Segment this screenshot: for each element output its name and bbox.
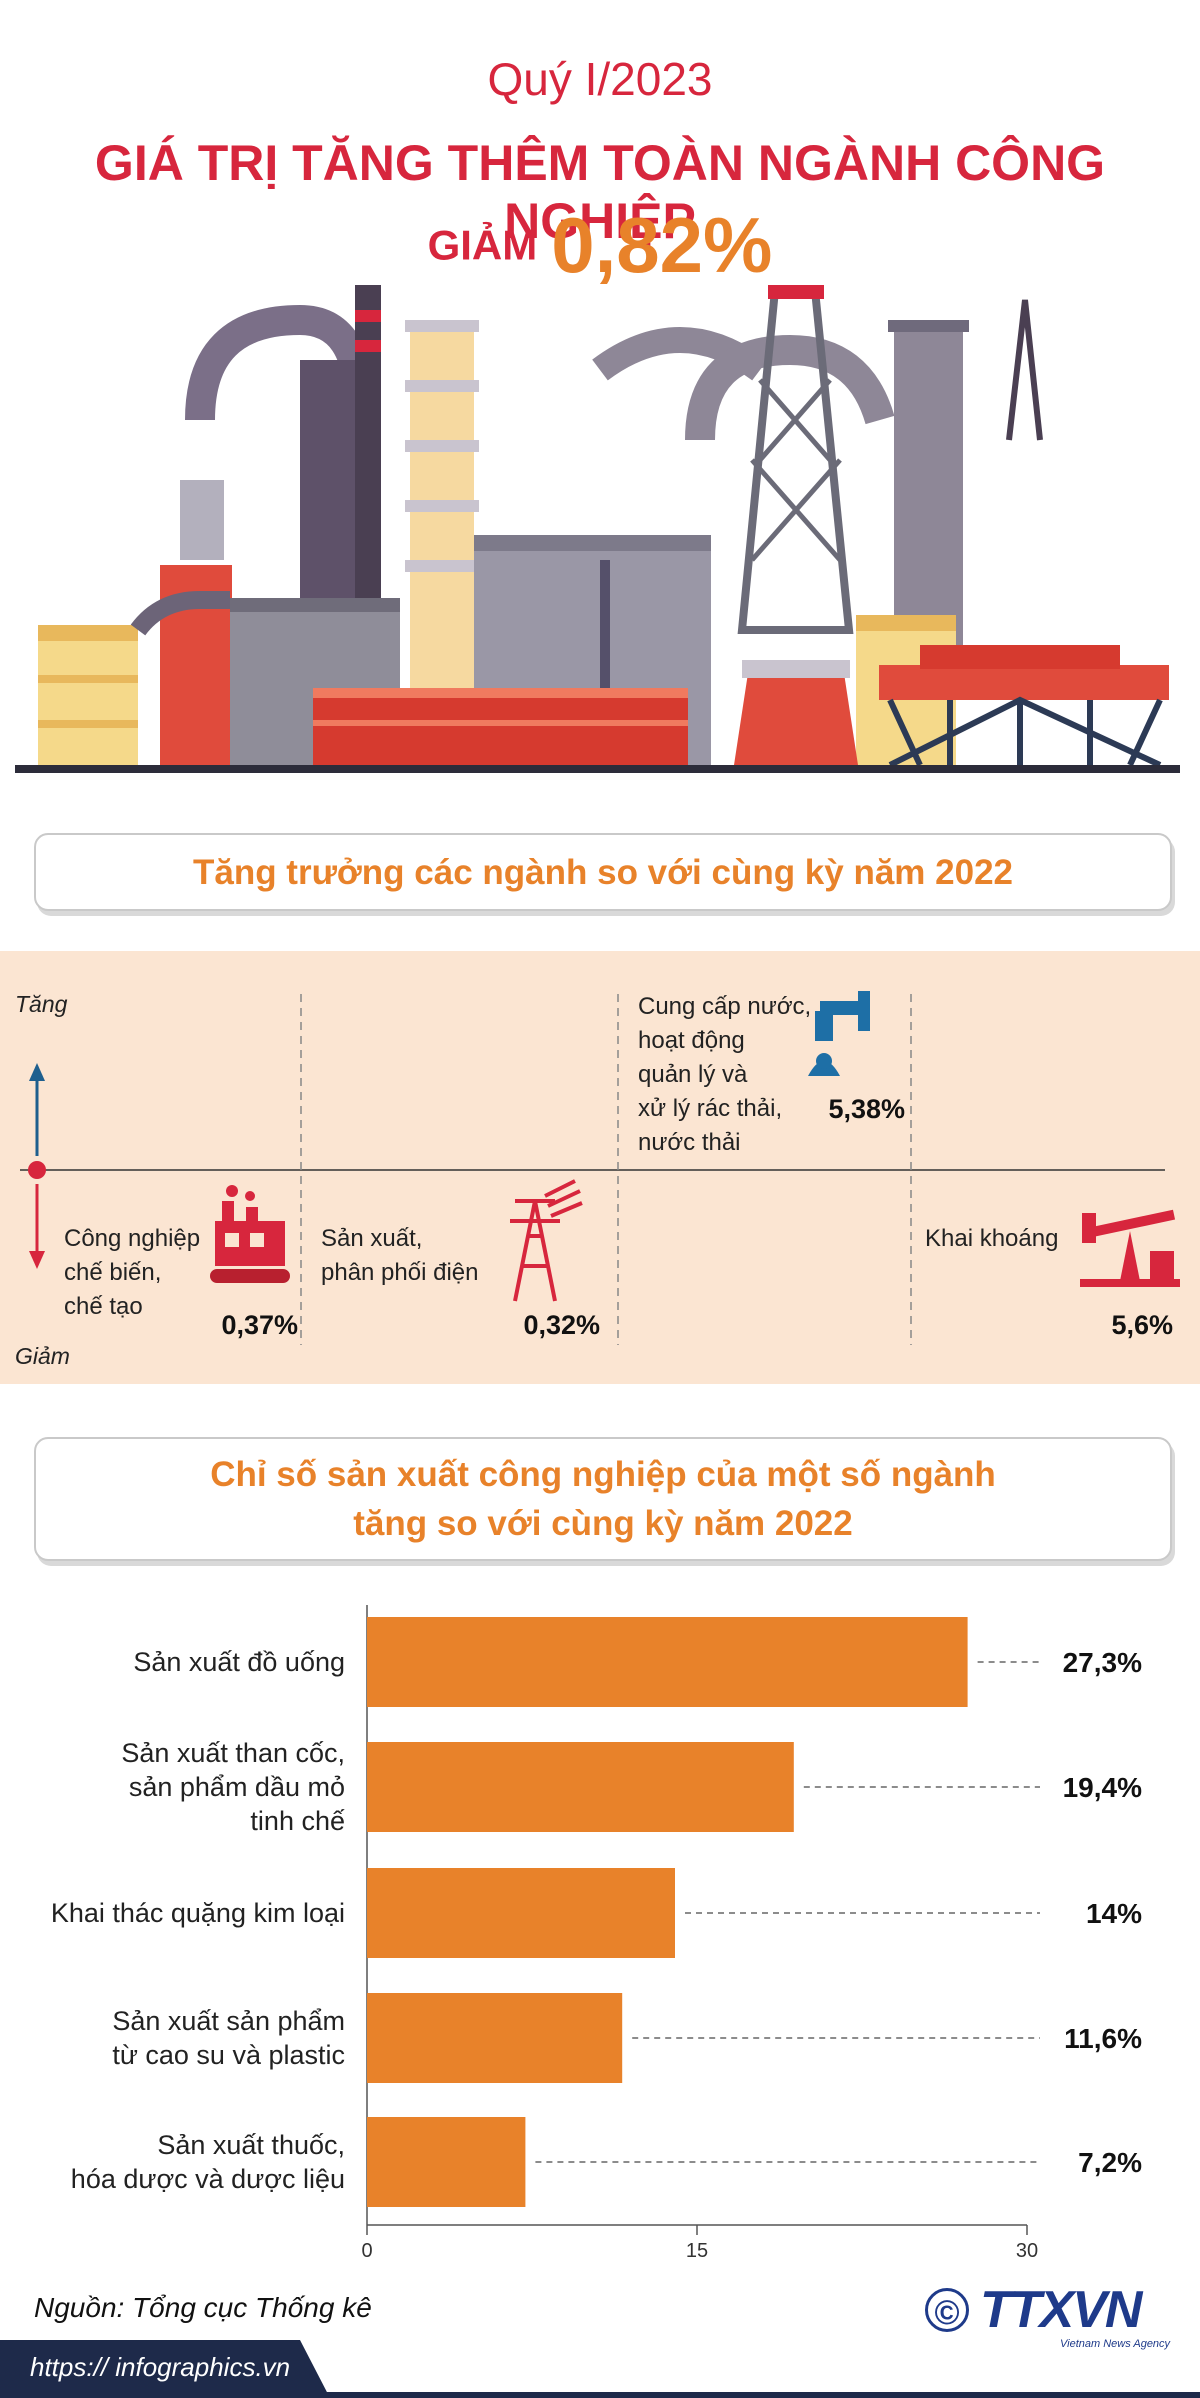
category-label: Khai thác quặng kim loại (50, 1898, 345, 1928)
mining-icon (1080, 1209, 1180, 1287)
bar (367, 1993, 623, 2083)
down-label: Giảm (15, 1343, 70, 1369)
sector-label: Cung cấp nước, hoạt động quản lý và xử l… (638, 993, 812, 1156)
water-icon (808, 991, 870, 1076)
up-arrow-head (29, 1063, 45, 1081)
category-label: Sản xuất sản phẩm từ cao su và plastic (112, 2006, 345, 2070)
down-arrow-head (29, 1251, 45, 1269)
value-label: 7,2% (1078, 2147, 1142, 2178)
bar (367, 1617, 968, 1707)
center-dot (28, 1161, 46, 1179)
chart-title: Chỉ số sản xuất công nghiệp của một số n… (34, 1437, 1172, 1561)
logo-subtitle: Vietnam News Agency (1060, 2338, 1171, 2350)
headline: GIẢM 0,82% (0, 200, 1200, 291)
x-tick-label: 15 (686, 2240, 708, 2262)
bar-chart: 0 15 30 27,3% 19,4% 14% 11,6% 7,2% (361, 1605, 1142, 2262)
category-label: Sản xuất đồ uống (133, 1647, 345, 1677)
growth-diagram (20, 991, 1180, 1345)
sector-value: 0,37% (221, 1310, 298, 1340)
sector-label: Công nghiệp chế biến, chế tạo (64, 1225, 201, 1320)
value-label: 14% (1086, 1898, 1142, 1929)
value-label: 27,3% (1063, 1647, 1142, 1678)
decrease-label: GIẢM (427, 221, 538, 269)
url-bar (0, 2340, 330, 2398)
value-label: 11,6% (1064, 2023, 1142, 2054)
illustration (15, 285, 1180, 773)
bar (367, 1742, 794, 1832)
bottom-rule (0, 2392, 1200, 2398)
sector-value: 5,38% (828, 1094, 905, 1124)
sector-label: Sản xuất, phân phối điện (321, 1225, 479, 1286)
growth-panel (0, 951, 1200, 1384)
url: https:// infographics.vn (30, 2352, 291, 2382)
sector-label: Khai khoáng (925, 1225, 1059, 1252)
title: GIÁ TRỊ TĂNG THÊM TOÀN NGÀNH CÔNG NGHIỆP (94, 135, 1106, 249)
source: Nguồn: Tổng cục Thống kê (34, 2292, 372, 2323)
sector-value: 5,6% (1111, 1310, 1173, 1340)
subtitle: Quý I/2023 (487, 53, 713, 105)
decrease-value: 0,82% (551, 201, 773, 289)
value-label: 19,4% (1063, 1772, 1142, 1803)
power-icon (510, 1179, 583, 1302)
up-label: Tăng (15, 991, 68, 1017)
factory-icon (210, 1185, 290, 1283)
x-tick-label: 0 (361, 2240, 372, 2262)
bar (367, 2117, 526, 2207)
x-tick-label: 30 (1016, 2240, 1038, 2262)
factory-illustration (15, 285, 1180, 773)
section-title: Tăng trưởng các ngành so với cùng kỳ năm… (34, 833, 1172, 911)
copyright: © (925, 2288, 969, 2332)
bar (367, 1868, 675, 1958)
logo: TTXVN (980, 2281, 1142, 2339)
category-label: Sản xuất thuốc, hóa dược và dược liệu (70, 2130, 345, 2194)
category-label: Sản xuất than cốc, sản phẩm dầu mỏ tinh … (121, 1738, 345, 1836)
sector-value: 0,32% (523, 1310, 600, 1340)
